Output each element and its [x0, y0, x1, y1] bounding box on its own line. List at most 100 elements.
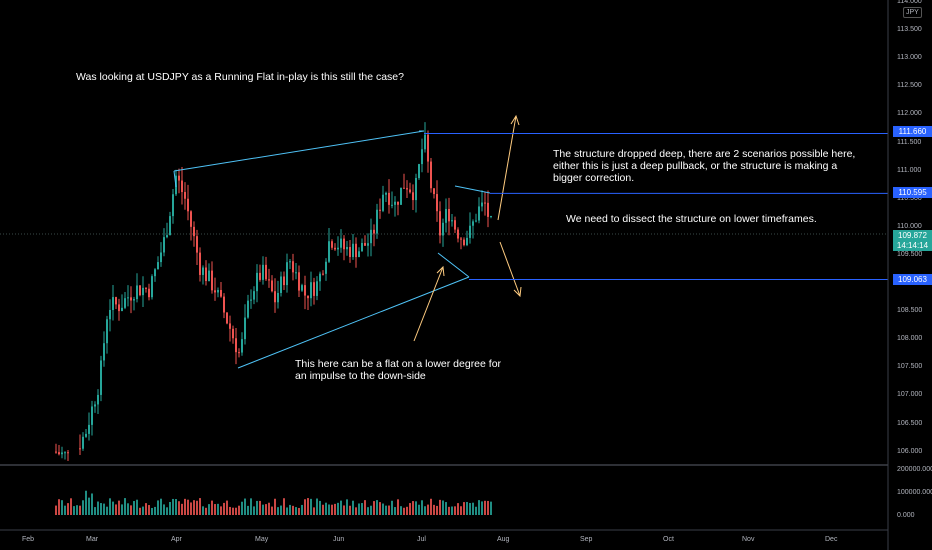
- volume-bar: [343, 505, 345, 515]
- candle-body: [106, 319, 108, 344]
- volume-bar: [277, 507, 279, 515]
- candle-body: [85, 433, 87, 437]
- volume-bar: [400, 506, 402, 515]
- volume-bar: [148, 505, 150, 515]
- arrow-flat-note[interactable]: [413, 266, 444, 342]
- time-tick-label: Feb: [22, 536, 35, 543]
- candle-body: [373, 229, 375, 234]
- upper-channel-line[interactable]: [173, 130, 425, 172]
- volume-bar: [79, 505, 81, 515]
- volume-bar: [322, 504, 324, 515]
- volume-bar: [256, 500, 258, 515]
- countdown-badge: 14:14:14: [893, 240, 932, 251]
- candle-body: [172, 194, 174, 217]
- candle-body: [148, 288, 150, 298]
- volume-bar: [304, 499, 306, 515]
- volume-bar: [154, 506, 156, 515]
- candle-body: [58, 452, 60, 455]
- candle-body: [286, 262, 288, 286]
- volume-bar: [490, 501, 492, 515]
- candle-body: [235, 338, 237, 353]
- candle-body: [463, 239, 465, 246]
- candle-body: [118, 304, 120, 312]
- volume-bar: [259, 500, 261, 515]
- arrow-down-scenario[interactable]: [499, 241, 521, 297]
- price-tick-label: 111.000: [897, 166, 922, 174]
- volume-bar: [388, 505, 390, 515]
- candle-body: [334, 247, 336, 250]
- candle-body: [439, 211, 441, 236]
- volume-bar: [358, 503, 360, 515]
- volume-tick-label: 200000.000: [897, 466, 932, 473]
- candle-body: [208, 270, 210, 282]
- candle-body: [418, 164, 420, 178]
- volume-bar: [229, 506, 231, 515]
- volume-bar: [286, 507, 288, 515]
- volume-bar: [157, 500, 159, 515]
- volume-bar: [55, 505, 57, 515]
- candle-body: [259, 272, 261, 280]
- volume-bar: [94, 507, 96, 515]
- volume-bar: [364, 500, 366, 515]
- price-tick-label: 108.500: [897, 307, 923, 315]
- volume-bar: [391, 500, 393, 515]
- volume-bar: [121, 504, 123, 515]
- volume-bar: [331, 504, 333, 515]
- volume-bar: [181, 503, 183, 515]
- candle-body: [79, 448, 81, 450]
- price-tick-label: 107.000: [897, 391, 923, 399]
- last-price-badge: 109.872: [893, 230, 932, 241]
- level-badge-109063: 109.063: [893, 274, 932, 285]
- volume-bar: [250, 498, 252, 515]
- volume-bar: [88, 497, 90, 515]
- price-tick-label: 106.500: [897, 419, 923, 427]
- volume-bar: [433, 504, 435, 515]
- candle-body: [292, 261, 294, 273]
- lower-channel-line[interactable]: [237, 276, 470, 369]
- candle-body: [304, 285, 306, 296]
- volume-bar: [313, 507, 315, 515]
- candle-body: [457, 229, 459, 239]
- arrow-up-scenario[interactable]: [497, 115, 517, 221]
- volume-bar: [118, 500, 120, 515]
- volume-bar: [91, 493, 93, 515]
- candle-body: [424, 134, 426, 150]
- candle-body: [427, 134, 429, 162]
- volume-bar: [325, 502, 327, 515]
- candle-body: [247, 300, 249, 318]
- volume-bar: [316, 498, 318, 515]
- candle-body: [244, 317, 246, 340]
- volume-bar: [196, 500, 198, 515]
- candle-body: [310, 282, 312, 299]
- channel-left-edge[interactable]: [173, 170, 177, 188]
- volume-bar: [205, 507, 207, 515]
- volume-bar: [394, 507, 396, 515]
- volume-bar: [382, 503, 384, 515]
- volume-bar: [67, 503, 69, 515]
- level-badge-110595: 110.595: [893, 187, 932, 198]
- volume-bar: [64, 505, 66, 515]
- candle-body: [382, 194, 384, 211]
- volume-bar: [226, 500, 228, 515]
- candle-body: [376, 209, 378, 234]
- scenario-note: The structure dropped deep, there are 2 …: [553, 148, 856, 184]
- volume-bar: [211, 500, 213, 515]
- volume-bar: [124, 498, 126, 515]
- candle-body: [430, 161, 432, 189]
- candle-body: [448, 208, 450, 222]
- triangle-lower-line[interactable]: [437, 252, 470, 278]
- time-tick-label: Apr: [171, 536, 182, 543]
- candle-body: [115, 297, 117, 305]
- price-tick-label: 112.000: [897, 110, 922, 118]
- candle-body: [61, 452, 63, 455]
- volume-bar: [208, 504, 210, 515]
- arrow-down-scenario-head: [513, 286, 522, 298]
- candle-body: [355, 243, 357, 258]
- candle-body: [196, 236, 198, 253]
- candle-body: [289, 261, 291, 263]
- triangle-upper-line[interactable]: [454, 185, 491, 194]
- price-tick-label: 113.500: [897, 26, 922, 34]
- volume-bar: [214, 504, 216, 515]
- candle-body: [331, 241, 333, 248]
